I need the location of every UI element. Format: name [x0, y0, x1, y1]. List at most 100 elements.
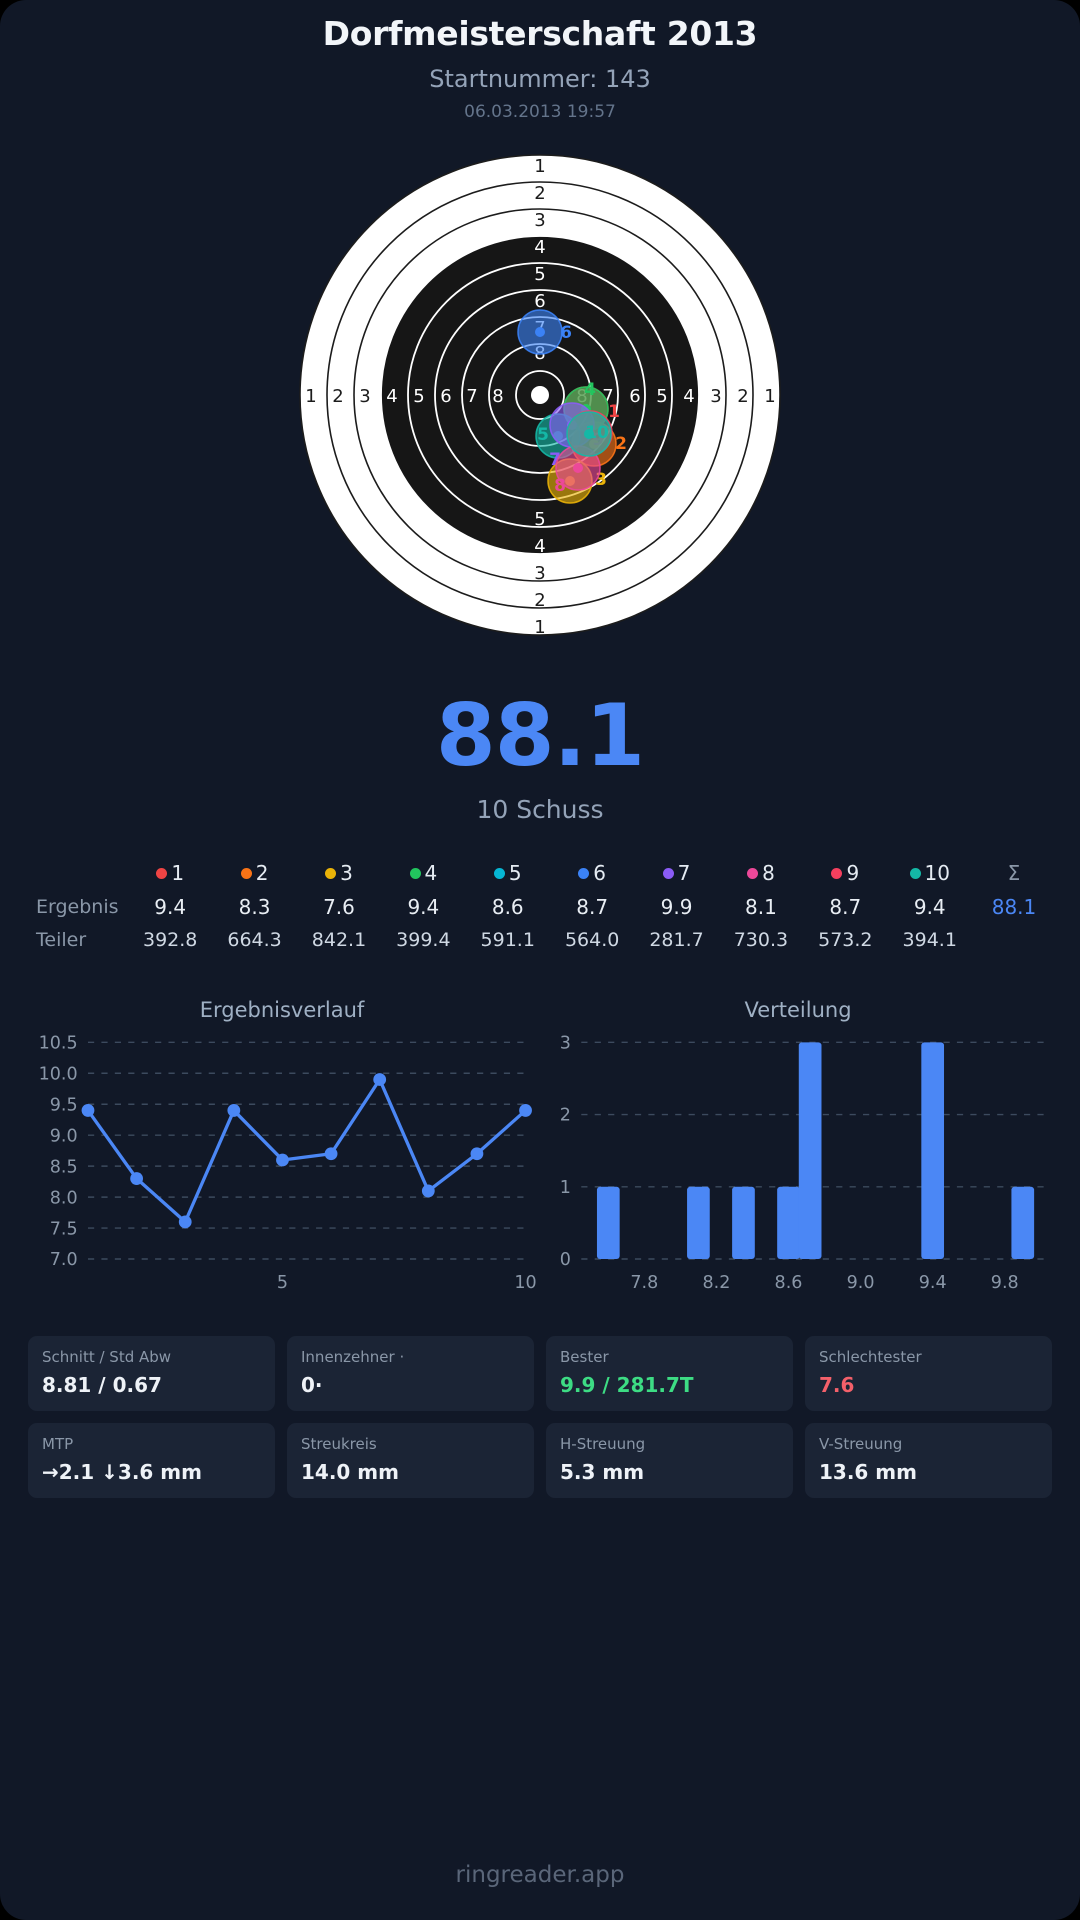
- shot-color-dot: [156, 867, 168, 879]
- y-tick-label: 10.0: [39, 1064, 78, 1084]
- bar[interactable]: [596, 1186, 620, 1259]
- line-data-point[interactable]: [421, 1184, 435, 1198]
- stat-card-innenzehner[interactable]: Innenzehner · 0·: [287, 1336, 534, 1412]
- target-graphic[interactable]: 1 2 3 4 5 6 7 8 5 4 3 2 1 1 2 3: [280, 145, 800, 645]
- x-tick-label: 8.2: [702, 1273, 730, 1293]
- x-tick-label: 9.4: [919, 1273, 947, 1293]
- shot-color-dot: [325, 867, 337, 879]
- svg-text:5: 5: [413, 386, 424, 407]
- shot-number: 8: [762, 860, 775, 885]
- stat-card-mtp[interactable]: MTP →2.1 ↓3.6 mm: [28, 1423, 275, 1499]
- shot-hole-10[interactable]: 10: [566, 411, 612, 457]
- shot-color-dot: [578, 867, 590, 879]
- bar[interactable]: [687, 1186, 710, 1259]
- stat-label: Schlechtester: [819, 1348, 922, 1367]
- stat-value: 8.81 / 0.67: [42, 1373, 162, 1398]
- bar[interactable]: [798, 1042, 822, 1259]
- shot-hole-label: 5: [537, 425, 549, 445]
- x-tick-label: 9.0: [847, 1273, 875, 1293]
- line-data-point[interactable]: [324, 1147, 338, 1160]
- bar[interactable]: [1011, 1186, 1035, 1259]
- shot-hole-6[interactable]: 6: [517, 309, 572, 355]
- shot-header-4: 4: [381, 856, 465, 890]
- shot-hole-8[interactable]: 8: [554, 445, 601, 496]
- teiler-sum: [972, 924, 1056, 956]
- results-table: 1 2 3 4 5 6 7 8 9 10 Σ Ergebnis 9.4 8.: [24, 856, 1056, 956]
- header: Dorfmeisterschaft 2013 Startnummer: 143 …: [0, 0, 1080, 123]
- stat-label: Schnitt / Std Abw: [42, 1348, 172, 1367]
- shot-center-dot: [573, 462, 583, 473]
- svg-text:6: 6: [629, 386, 640, 407]
- sum-header: Σ: [1007, 860, 1021, 885]
- stat-card-schlechtester[interactable]: Schlechtester 7.6: [805, 1336, 1052, 1412]
- stat-value: 13.6 mm: [819, 1460, 917, 1485]
- svg-text:4: 4: [534, 536, 545, 557]
- stat-value: 7.6: [819, 1373, 855, 1398]
- ergebnis-cell: 7.6: [323, 894, 355, 919]
- shot-count-label: 10 Schuss: [476, 794, 604, 824]
- line-data-point[interactable]: [81, 1103, 95, 1117]
- ergebnis-cell: 9.4: [154, 894, 187, 919]
- datetime: 06.03.2013 19:57: [464, 102, 616, 123]
- bar[interactable]: [777, 1186, 800, 1259]
- svg-text:2: 2: [534, 183, 545, 204]
- svg-text:1: 1: [305, 386, 316, 407]
- ergebnis-cell: 8.1: [745, 894, 777, 919]
- shot-number: 9: [846, 860, 860, 885]
- stat-label: MTP: [42, 1435, 74, 1454]
- y-tick-label: 9.0: [50, 1126, 78, 1146]
- shot-header-6: 6: [550, 856, 634, 890]
- svg-text:7: 7: [602, 386, 613, 407]
- stat-label: H-Streuung: [560, 1435, 646, 1454]
- line-data-point[interactable]: [470, 1147, 484, 1160]
- line-data-point[interactable]: [130, 1171, 144, 1185]
- ergebnis-cell: 9.4: [407, 894, 440, 919]
- page-title: Dorfmeisterschaft 2013: [322, 14, 758, 53]
- y-tick-label: 0: [560, 1250, 571, 1270]
- shot-header-1: 1: [128, 856, 212, 890]
- teiler-cell: 392.8: [142, 928, 198, 951]
- stat-card-streukreis[interactable]: Streukreis 14.0 mm: [287, 1423, 534, 1499]
- y-tick-label: 7.5: [50, 1219, 78, 1239]
- svg-text:5: 5: [656, 386, 667, 407]
- shot-number: 2: [255, 860, 269, 885]
- shot-hole-label: 3: [595, 470, 607, 490]
- shot-number: 6: [593, 860, 607, 885]
- line-data-point[interactable]: [276, 1153, 289, 1167]
- table-row-ergebnis: Ergebnis 9.4 8.3 7.6 9.4 8.6 8.7 9.9 8.1…: [24, 890, 1056, 924]
- svg-text:8: 8: [492, 386, 503, 407]
- line-data-point[interactable]: [227, 1103, 241, 1117]
- svg-text:2: 2: [534, 590, 545, 611]
- svg-text:5: 5: [534, 509, 545, 530]
- svg-text:1: 1: [764, 386, 775, 407]
- stat-value: 0·: [301, 1373, 323, 1398]
- shot-header-3: 3: [297, 856, 381, 890]
- shot-color-dot: [662, 867, 674, 879]
- line-data-point[interactable]: [178, 1215, 192, 1229]
- shot-number: 1: [171, 860, 185, 885]
- line-chart-svg[interactable]: 7.0 7.5 8.0 8.5 9.0 9.5 10.0 10.5 5 10: [24, 1032, 540, 1300]
- bar[interactable]: [732, 1186, 755, 1259]
- teiler-cell: 394.1: [902, 928, 957, 951]
- target-container: 1 2 3 4 5 6 7 8 5 4 3 2 1 1 2 3: [0, 145, 1080, 645]
- stat-label: Streukreis: [301, 1435, 377, 1454]
- stat-label: Bester: [560, 1348, 609, 1367]
- stat-value: 14.0 mm: [301, 1460, 399, 1485]
- bar-chart-svg[interactable]: 0 1 2 3 7.8 8.2 8.6 9.0 9.4 9.8: [540, 1032, 1056, 1300]
- line-data-point[interactable]: [519, 1103, 532, 1117]
- y-tick-label: 8.5: [50, 1157, 78, 1177]
- shot-color-dot: [831, 867, 843, 879]
- stat-card-bester[interactable]: Bester 9.9 / 281.7T: [546, 1336, 793, 1412]
- stat-value: →2.1 ↓3.6 mm: [42, 1460, 202, 1485]
- total-score: 88.1: [435, 685, 645, 786]
- stat-card-v-streuung[interactable]: V-Streuung 13.6 mm: [805, 1423, 1052, 1499]
- stat-card-h-streuung[interactable]: H-Streuung 5.3 mm: [546, 1423, 793, 1499]
- shot-color-dot: [493, 867, 505, 879]
- chart-verteilung: Verteilung 0 1 2 3 7.8 8.2 8.6 9.0 9.4 9.8: [540, 998, 1056, 1300]
- svg-text:2: 2: [332, 386, 343, 407]
- bar[interactable]: [921, 1042, 945, 1259]
- stat-card-schnitt[interactable]: Schnitt / Std Abw 8.81 / 0.67: [28, 1336, 275, 1412]
- ergebnis-cell: 9.9: [660, 894, 693, 919]
- chart-title-line: Ergebnisverlauf: [199, 997, 365, 1022]
- line-data-point[interactable]: [373, 1072, 387, 1086]
